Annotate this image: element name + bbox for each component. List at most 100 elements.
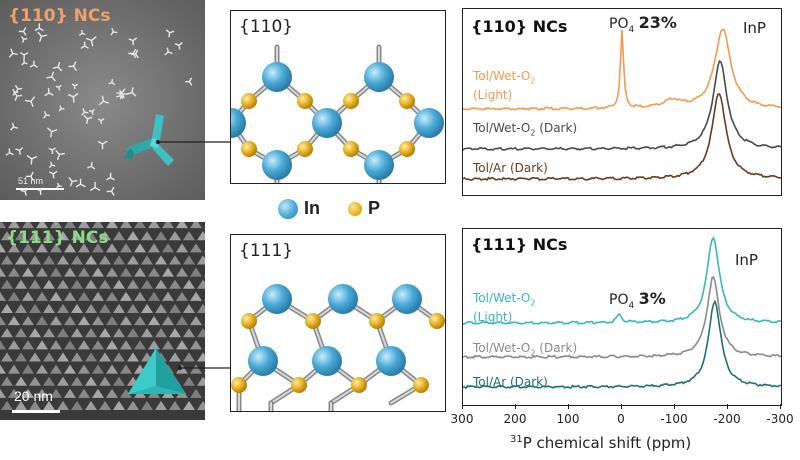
lattice-triangle [141, 303, 153, 313]
lattice-triangle [190, 243, 202, 253]
lattice-triangle [113, 352, 125, 362]
spectrum-110-tol-wet-light [463, 28, 781, 111]
p-atom [305, 313, 321, 329]
tripod-particle [9, 152, 14, 156]
tripod-particle [49, 131, 53, 138]
lattice-triangle [85, 400, 97, 410]
lattice-triangle [64, 364, 76, 374]
tripod-particle [33, 64, 38, 68]
lattice-triangle [78, 364, 90, 374]
tripod-particle [91, 36, 97, 41]
spectra-111-trace-1-label: Tol/Wet-O2 (Light) [473, 291, 536, 325]
lattice-triangle [204, 250, 205, 253]
tripod-particle [83, 114, 89, 120]
tripod-particle [23, 37, 28, 40]
lattice-triangle [92, 315, 104, 326]
lattice-triangle [36, 291, 48, 301]
tripod-particle [72, 61, 77, 67]
lattice-triangle [190, 291, 202, 301]
spectrum-111-tol-ar-dark [463, 299, 781, 390]
lattice-triangle [134, 291, 146, 301]
lattice-triangle [120, 222, 132, 229]
p-atom-icon [348, 201, 362, 216]
lattice-triangle [99, 352, 111, 362]
tripod-particle [110, 190, 115, 196]
tripod-particle [87, 165, 92, 169]
lattice-triangle [169, 303, 181, 313]
p-atom [241, 93, 257, 109]
in-atom [392, 284, 422, 314]
lattice-triangle [148, 222, 160, 229]
p-atom [413, 377, 429, 393]
lattice-triangle [43, 255, 55, 265]
tripod-particle [58, 108, 62, 112]
lattice-triangle [197, 303, 205, 313]
spectra-111-title: {111} NCs [471, 235, 568, 254]
lattice-triangle [43, 303, 55, 313]
tripod-particle [20, 36, 25, 40]
tripod-particle [87, 116, 93, 120]
tripod-particle [75, 183, 81, 188]
lattice-triangle [8, 267, 20, 277]
tripod-particle [56, 154, 61, 161]
lattice-triangle [127, 328, 139, 338]
tripod-particle [164, 51, 169, 56]
tripod-particle [46, 127, 53, 133]
lattice-triangle [1, 231, 13, 241]
lattice-triangle [141, 328, 153, 338]
lattice-triangle [50, 291, 62, 301]
x-tick-label: -100 [660, 412, 688, 426]
lattice-triangle [99, 231, 111, 241]
lattice-triangle [78, 243, 90, 253]
lattice-triangle [113, 376, 125, 386]
lattice-triangle [78, 222, 90, 229]
lattice-triangle [36, 388, 48, 398]
lattice-triangle [190, 340, 202, 350]
lattice-triangle [106, 222, 118, 229]
tripod-particle [110, 176, 115, 181]
lattice-triangle [1, 255, 13, 265]
lattice-triangle [106, 388, 118, 398]
lattice-triangle [120, 388, 132, 398]
tripod-particle [10, 126, 15, 131]
tripod-particle [18, 150, 21, 155]
p-atom [399, 93, 415, 109]
tripod-particle [30, 101, 34, 107]
tripod-particle [10, 48, 14, 54]
p-atom [343, 93, 359, 109]
tripod-particle [90, 161, 93, 167]
lattice-triangle [29, 400, 41, 410]
tripod-particle [15, 148, 20, 152]
tripod-particle [80, 45, 86, 49]
lattice-triangle [197, 231, 205, 241]
lattice-triangle [36, 364, 48, 374]
lattice-triangle [106, 267, 118, 277]
tripod-particle [89, 186, 96, 192]
p-atom [429, 313, 445, 329]
tripod-particle [45, 114, 50, 117]
lattice-triangle [92, 291, 104, 301]
lattice-triangle [155, 400, 167, 410]
tripod-particle [12, 91, 16, 96]
in-atom [248, 346, 278, 376]
lattice-triangle [50, 340, 62, 350]
p-atom [297, 93, 313, 109]
lattice-triangle [106, 243, 118, 253]
lattice-triangle [148, 340, 160, 350]
tripod-particle [72, 96, 75, 103]
p-atom [343, 141, 359, 157]
tripod-particle [97, 118, 102, 122]
tripod-particle [43, 114, 47, 119]
p-atom [241, 141, 257, 157]
lattice-triangle [197, 328, 205, 338]
spectra-panel-110: {110} NCs PO4 23% InP Tol/Wet-O2 (Light) … [462, 8, 782, 196]
in-atom [328, 284, 358, 314]
lattice-triangle [197, 279, 205, 289]
lattice-triangle [29, 303, 41, 313]
lattice-triangle [64, 267, 76, 277]
lattice-triangle [183, 255, 195, 265]
lattice-triangle [176, 243, 188, 253]
lattice-triangle [169, 400, 181, 410]
lattice-triangle [50, 222, 62, 229]
tripod-particle [71, 83, 76, 87]
